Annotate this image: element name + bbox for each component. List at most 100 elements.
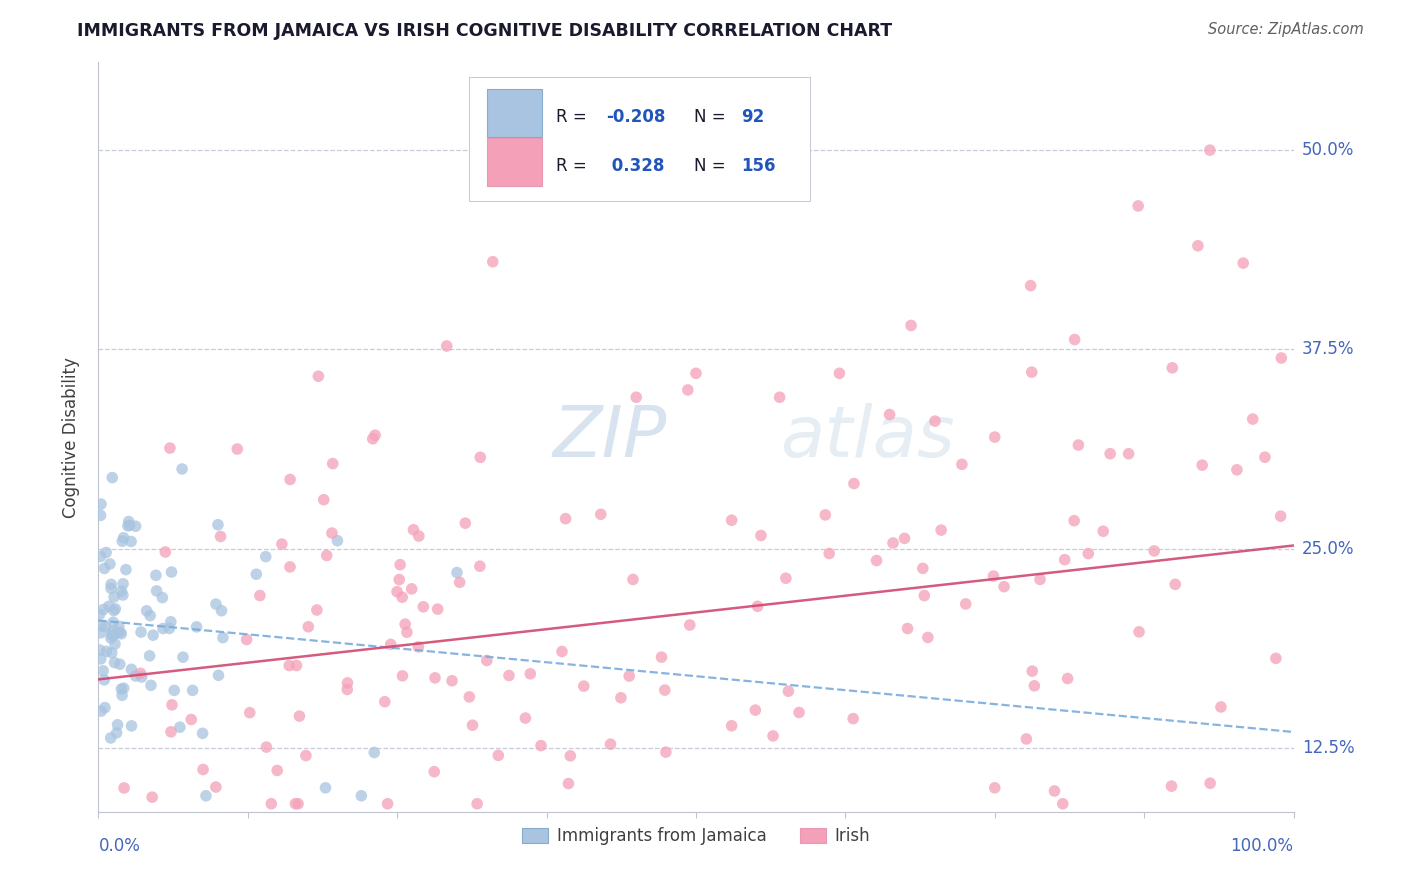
Point xyxy=(363,746,385,760)
Point xyxy=(94,700,117,714)
Point xyxy=(110,584,132,599)
Point xyxy=(100,577,122,591)
Point xyxy=(159,615,181,629)
Point xyxy=(1118,447,1140,461)
Point xyxy=(169,720,191,734)
Point xyxy=(412,599,434,614)
Point xyxy=(315,780,337,795)
Point xyxy=(408,529,430,543)
Point xyxy=(950,458,973,472)
Point xyxy=(104,637,127,651)
Point xyxy=(108,625,131,640)
Point xyxy=(388,573,411,587)
Text: atlas: atlas xyxy=(779,402,955,472)
Point xyxy=(135,604,157,618)
Point xyxy=(145,583,167,598)
Point xyxy=(446,566,468,580)
Point xyxy=(266,764,288,778)
Point xyxy=(955,597,977,611)
Text: 12.5%: 12.5% xyxy=(1302,739,1354,757)
Point xyxy=(101,627,124,641)
Point xyxy=(112,576,135,591)
Point xyxy=(515,711,537,725)
Point xyxy=(762,729,785,743)
Point xyxy=(900,318,922,333)
Point xyxy=(100,581,122,595)
Point xyxy=(139,678,162,692)
Text: ZIP: ZIP xyxy=(553,402,666,472)
Point xyxy=(186,620,208,634)
Point xyxy=(235,632,257,647)
Point xyxy=(380,637,402,651)
Point xyxy=(775,571,797,585)
Point xyxy=(103,603,125,617)
Point xyxy=(96,644,118,658)
Point xyxy=(551,644,574,658)
Point xyxy=(1092,524,1115,539)
Point xyxy=(152,622,174,636)
Point xyxy=(374,695,396,709)
Point xyxy=(180,713,202,727)
Text: R =: R = xyxy=(557,157,592,175)
Point xyxy=(91,664,114,678)
Point xyxy=(191,763,214,777)
Point xyxy=(93,602,115,616)
Point xyxy=(1226,463,1249,477)
Point xyxy=(599,737,621,751)
Point xyxy=(610,690,633,705)
Point xyxy=(685,367,707,381)
Point xyxy=(1209,700,1232,714)
Point xyxy=(1187,239,1209,253)
Point xyxy=(436,339,458,353)
Point xyxy=(1029,573,1052,587)
Point xyxy=(326,533,349,548)
Point xyxy=(270,537,292,551)
Point xyxy=(1053,552,1076,566)
Point xyxy=(557,776,579,790)
Point xyxy=(842,476,865,491)
Point xyxy=(322,457,344,471)
Point xyxy=(655,745,678,759)
Text: N =: N = xyxy=(693,157,731,175)
Point xyxy=(312,492,335,507)
Point xyxy=(90,625,112,640)
Point xyxy=(195,789,218,803)
Point xyxy=(278,560,301,574)
Point xyxy=(882,536,904,550)
Point xyxy=(893,532,915,546)
Point xyxy=(121,719,143,733)
Point xyxy=(260,797,283,811)
Point xyxy=(90,704,112,718)
Point xyxy=(1161,360,1184,375)
Point xyxy=(828,367,851,381)
Point xyxy=(103,656,125,670)
Point xyxy=(321,526,343,541)
Text: R =: R = xyxy=(557,108,592,126)
Point xyxy=(449,575,471,590)
Point xyxy=(377,797,399,811)
Point xyxy=(110,682,132,697)
Point xyxy=(131,670,153,684)
Point xyxy=(361,432,384,446)
Point xyxy=(101,470,124,484)
Point xyxy=(1241,412,1264,426)
Point xyxy=(94,620,117,634)
Text: 100.0%: 100.0% xyxy=(1230,837,1294,855)
Point xyxy=(336,682,359,697)
FancyBboxPatch shape xyxy=(486,138,541,186)
Point xyxy=(205,780,228,794)
Point xyxy=(458,690,481,704)
Point xyxy=(364,428,387,442)
Point xyxy=(560,748,582,763)
Point xyxy=(97,599,120,614)
Point xyxy=(115,563,138,577)
Point xyxy=(654,683,676,698)
Point xyxy=(1021,365,1043,379)
Point xyxy=(1270,509,1292,524)
Point xyxy=(112,531,135,545)
Point xyxy=(100,646,122,660)
Point xyxy=(461,718,484,732)
Text: IMMIGRANTS FROM JAMAICA VS IRISH COGNITIVE DISABILITY CORRELATION CHART: IMMIGRANTS FROM JAMAICA VS IRISH COGNITI… xyxy=(77,22,893,40)
Point xyxy=(391,669,413,683)
Point xyxy=(572,679,595,693)
